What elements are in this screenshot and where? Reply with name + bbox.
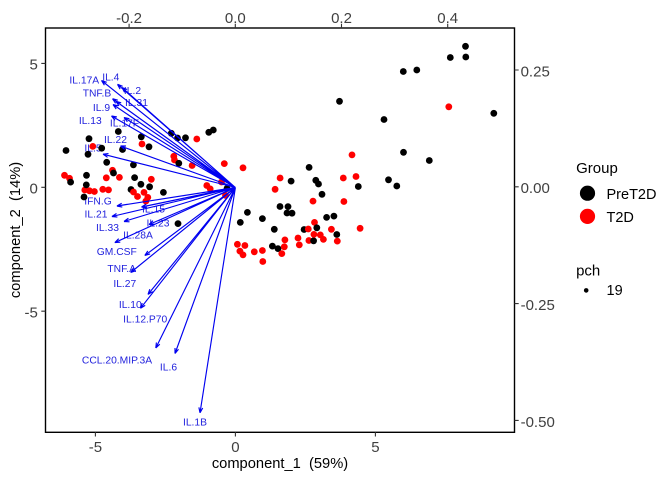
svg-text:component_2 (14%): component_2 (14%) (8, 162, 24, 298)
svg-text:Group: Group (576, 160, 618, 177)
svg-text:0.0: 0.0 (225, 10, 246, 27)
svg-text:IL.17A: IL.17A (69, 76, 99, 87)
svg-text:-5: -5 (89, 439, 102, 456)
svg-text:GM.CSF: GM.CSF (97, 247, 137, 258)
svg-text:0.4: 0.4 (437, 10, 458, 27)
svg-text:IL.22: IL.22 (104, 135, 127, 146)
svg-text:-0.50: -0.50 (521, 414, 555, 431)
svg-text:IL.10: IL.10 (119, 300, 142, 311)
svg-text:IFN.G: IFN.G (84, 197, 111, 208)
svg-text:IL.4: IL.4 (102, 72, 119, 83)
svg-text:IL.15: IL.15 (142, 205, 165, 216)
svg-text:IL.27: IL.27 (113, 279, 136, 290)
svg-text:T2D: T2D (607, 210, 634, 226)
svg-text:PreT2D: PreT2D (607, 187, 657, 203)
svg-text:-5: -5 (24, 305, 37, 322)
svg-text:0.00: 0.00 (521, 180, 550, 197)
svg-text:5: 5 (371, 439, 379, 456)
svg-text:IL.1B: IL.1B (183, 418, 207, 429)
svg-text:pch: pch (576, 263, 600, 280)
svg-text:5: 5 (29, 57, 37, 74)
svg-text:19: 19 (607, 283, 623, 299)
svg-text:IL.9: IL.9 (93, 103, 110, 114)
svg-text:IL.12.P70: IL.12.P70 (123, 315, 167, 326)
svg-text:CCL.20.MIP.3A: CCL.20.MIP.3A (82, 355, 152, 366)
svg-text:IL.6: IL.6 (160, 363, 177, 374)
svg-text:component_1 (59%): component_1 (59%) (212, 456, 348, 472)
svg-text:0.25: 0.25 (521, 63, 550, 80)
svg-text:IL.33: IL.33 (96, 223, 119, 234)
svg-text:0: 0 (231, 439, 239, 456)
svg-text:-0.25: -0.25 (521, 297, 555, 314)
svg-text:0: 0 (29, 181, 37, 198)
svg-text:IL.21: IL.21 (85, 210, 108, 221)
svg-text:TNF.B: TNF.B (83, 88, 112, 99)
svg-text:IL.13: IL.13 (79, 116, 102, 127)
svg-text:IL.31: IL.31 (125, 98, 148, 109)
svg-text:-0.2: -0.2 (116, 10, 142, 27)
svg-text:0.2: 0.2 (331, 10, 352, 27)
svg-text:IL.28A: IL.28A (123, 230, 153, 241)
svg-text:IL.23: IL.23 (147, 218, 170, 229)
svg-text:TNF.A: TNF.A (107, 264, 136, 275)
svg-text:IL.2: IL.2 (124, 86, 141, 97)
